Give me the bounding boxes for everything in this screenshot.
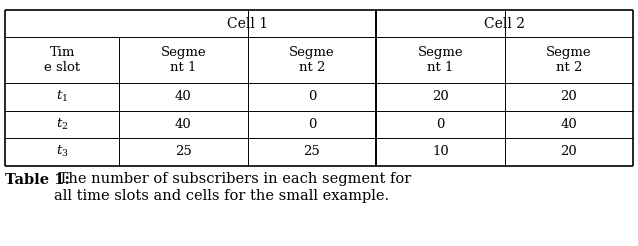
Text: 25: 25 (175, 145, 192, 158)
Text: $t_1$: $t_1$ (56, 89, 68, 104)
Text: The number of subscribers in each segment for
all time slots and cells for the s: The number of subscribers in each segmen… (54, 172, 411, 203)
Text: 20: 20 (560, 145, 577, 158)
Text: Segme
nt 1: Segme nt 1 (161, 46, 206, 74)
Text: 40: 40 (175, 90, 192, 103)
Text: 10: 10 (432, 145, 449, 158)
Text: 25: 25 (304, 145, 320, 158)
Text: 40: 40 (560, 118, 577, 131)
Text: Segme
nt 2: Segme nt 2 (546, 46, 591, 74)
Text: Table 1:: Table 1: (5, 172, 70, 186)
Text: 0: 0 (308, 118, 316, 131)
Text: 0: 0 (308, 90, 316, 103)
Text: 20: 20 (560, 90, 577, 103)
Text: 20: 20 (432, 90, 449, 103)
Text: Segme
nt 1: Segme nt 1 (417, 46, 463, 74)
Text: 40: 40 (175, 118, 192, 131)
Text: Tim
e slot: Tim e slot (44, 46, 80, 74)
Text: Cell 2: Cell 2 (484, 16, 525, 31)
Text: 0: 0 (436, 118, 445, 131)
Text: $t_2$: $t_2$ (56, 117, 68, 132)
Text: Cell 1: Cell 1 (227, 16, 268, 31)
Text: $t_3$: $t_3$ (56, 144, 68, 159)
Text: Segme
nt 2: Segme nt 2 (289, 46, 335, 74)
